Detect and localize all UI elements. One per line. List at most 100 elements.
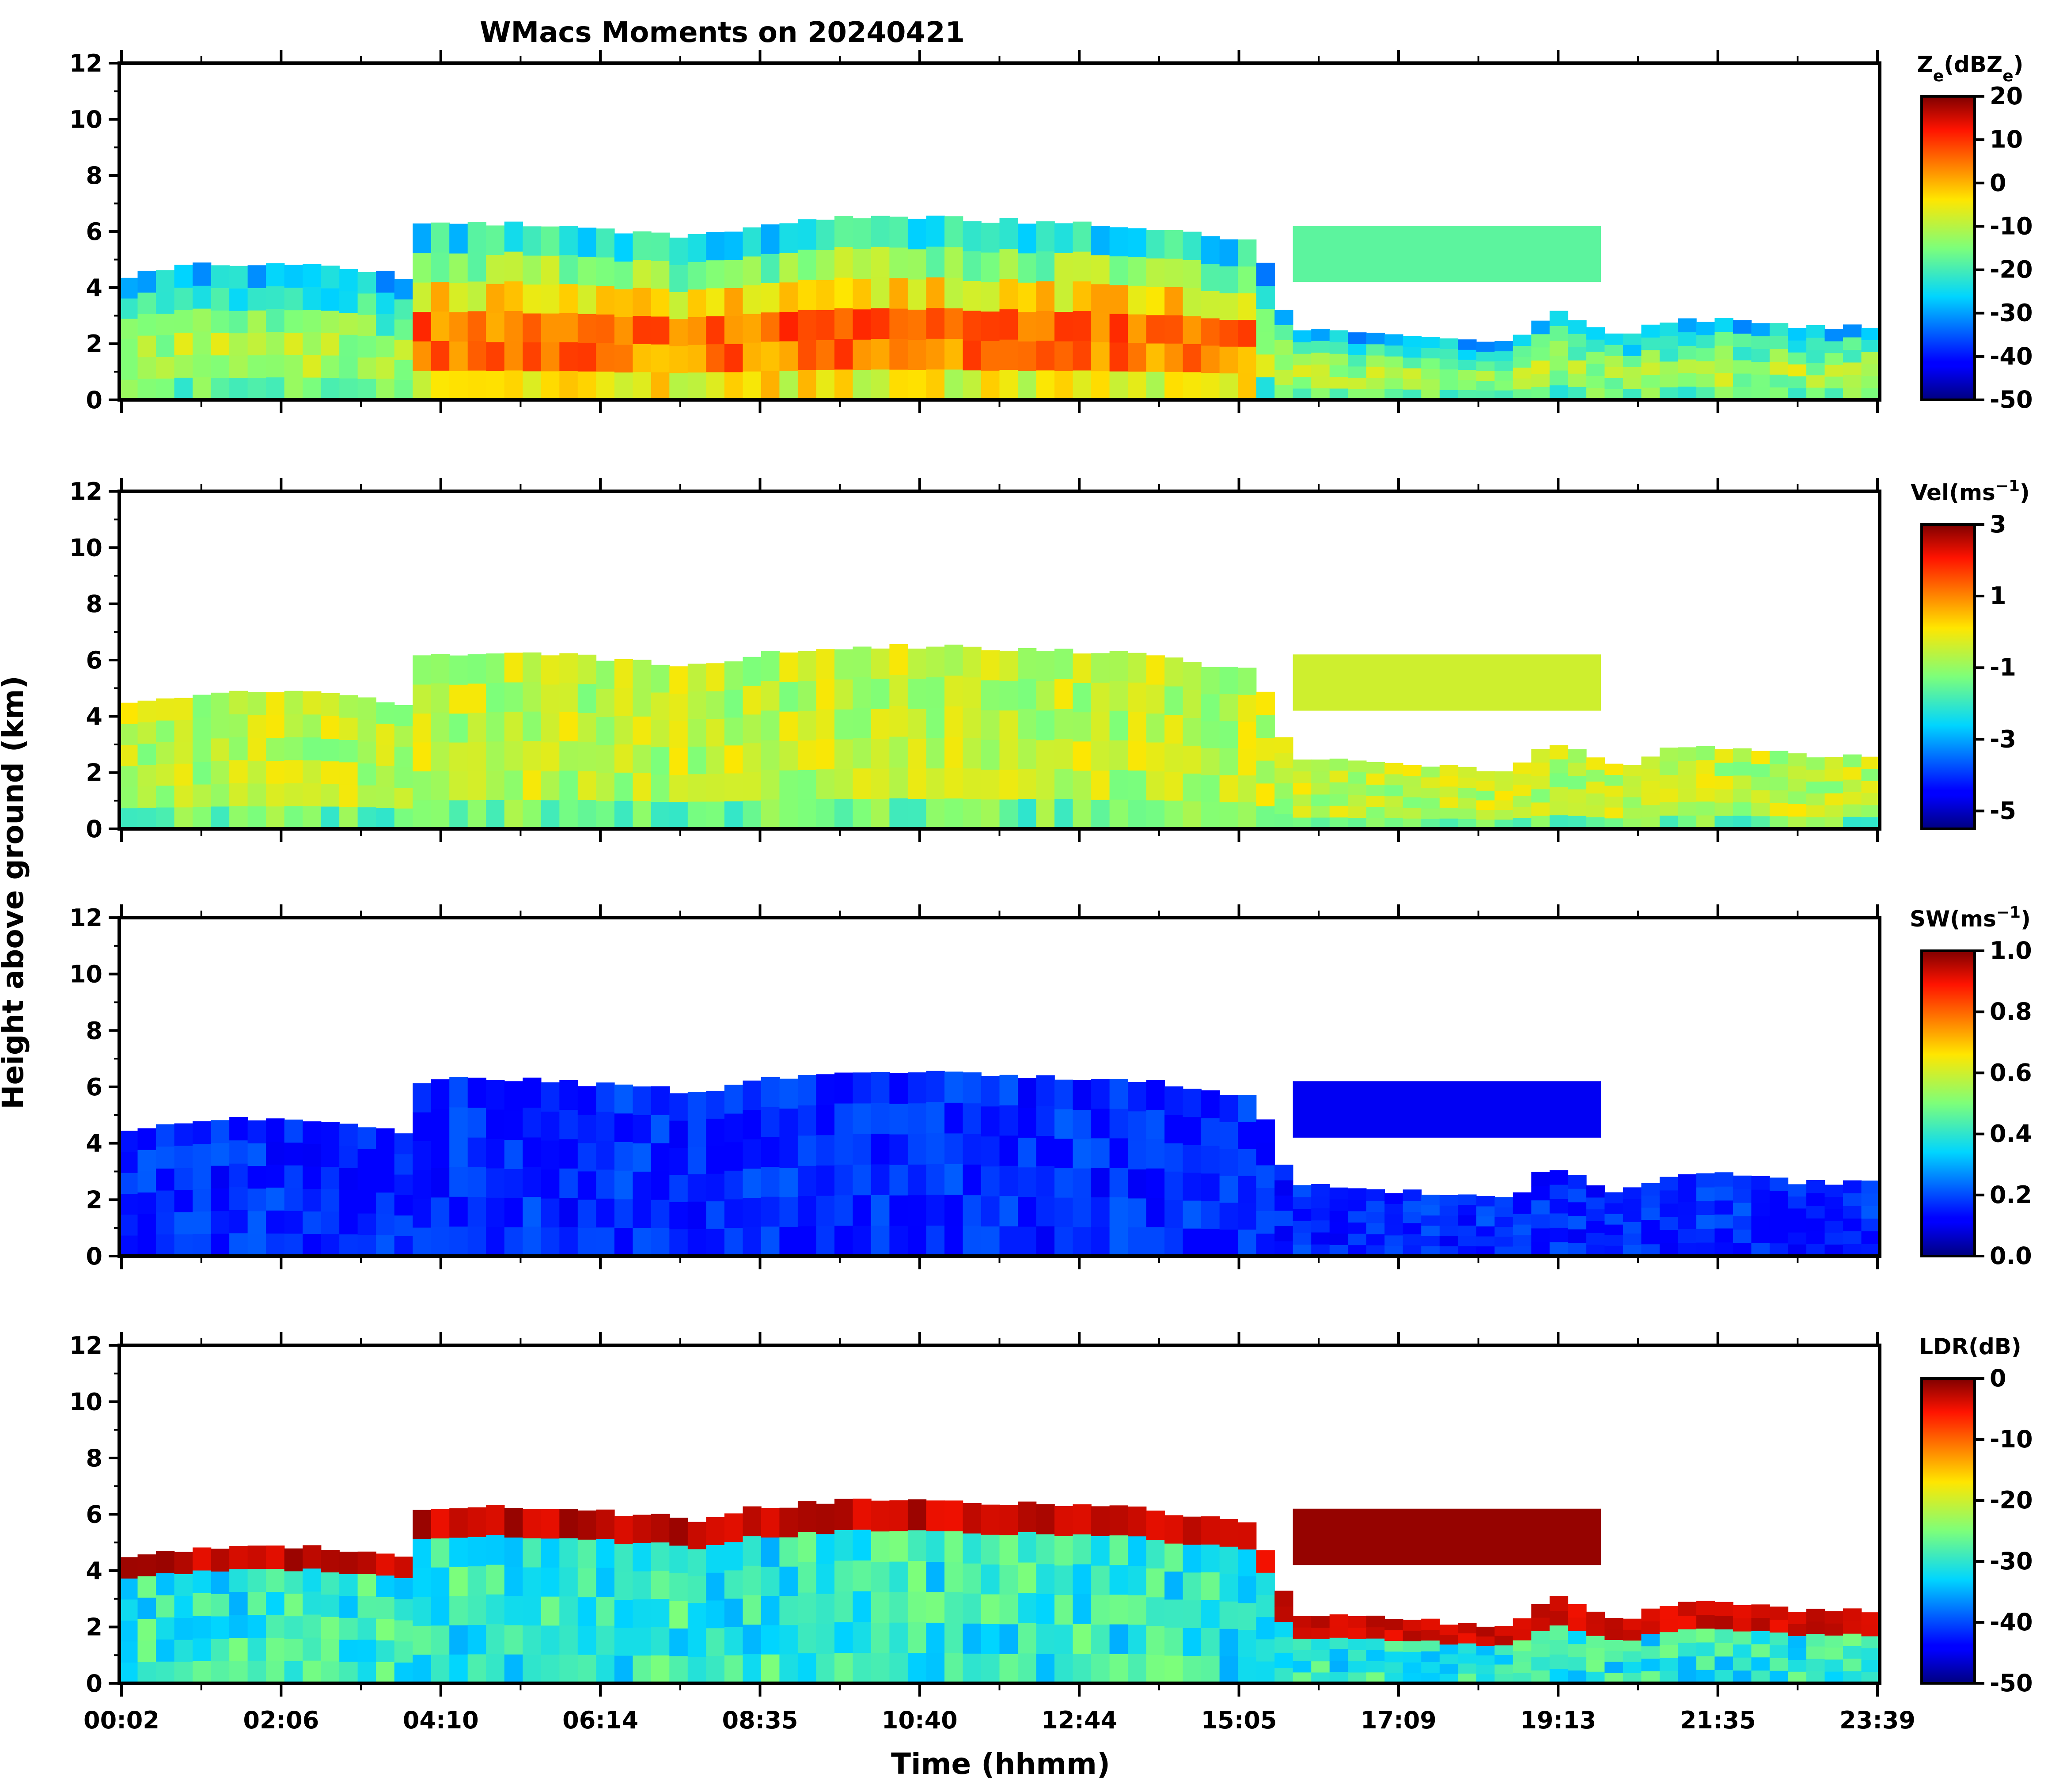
data-cell xyxy=(1091,254,1110,285)
data-cell xyxy=(1788,1612,1807,1624)
data-cell xyxy=(761,680,780,711)
data-cell xyxy=(1586,327,1605,340)
data-cell xyxy=(156,270,175,292)
data-cell xyxy=(1476,790,1495,801)
data-cell xyxy=(1403,1200,1422,1212)
data-cell xyxy=(156,1190,175,1213)
data-cell xyxy=(1769,816,1789,829)
data-cell xyxy=(1219,748,1238,775)
data-cell xyxy=(944,369,963,400)
data-cell xyxy=(1439,1226,1459,1236)
data-cell xyxy=(779,1138,798,1168)
data-cell xyxy=(284,1188,303,1211)
data-cell xyxy=(1586,793,1605,805)
data-cell xyxy=(1073,1534,1092,1564)
data-cell xyxy=(413,655,432,685)
data-cell xyxy=(797,1135,817,1166)
data-cell xyxy=(1238,373,1257,400)
data-cell xyxy=(1091,799,1110,829)
data-cell xyxy=(1311,1232,1330,1245)
data-cell xyxy=(797,710,817,740)
data-cell xyxy=(1714,1200,1733,1215)
data-cell xyxy=(981,739,1000,770)
colorbar-tick-label: 10 xyxy=(1990,125,2023,153)
data-cell xyxy=(1274,1606,1293,1622)
data-cell xyxy=(211,288,230,311)
data-cell xyxy=(1164,258,1183,287)
data-cell xyxy=(119,1662,138,1684)
data-cell xyxy=(743,714,762,744)
data-cell xyxy=(1494,390,1513,400)
data-cell xyxy=(284,782,303,806)
data-cell xyxy=(779,282,798,312)
data-cell xyxy=(853,1621,872,1653)
data-cell xyxy=(724,259,743,288)
data-cell xyxy=(889,798,908,829)
data-cell xyxy=(137,1576,156,1598)
data-cell xyxy=(523,371,542,400)
data-cell xyxy=(687,801,707,829)
data-cell xyxy=(523,1625,542,1655)
data-cell xyxy=(724,288,743,316)
data-cell xyxy=(431,311,450,341)
data-cell xyxy=(577,1654,597,1684)
data-cell xyxy=(743,657,762,686)
data-cell xyxy=(1439,1673,1459,1684)
data-cell xyxy=(1549,1640,1569,1655)
data-cell xyxy=(174,355,193,378)
data-cell xyxy=(119,338,138,360)
data-cell xyxy=(321,1661,340,1684)
data-cell xyxy=(1531,789,1550,803)
data-cell xyxy=(284,691,303,714)
data-cell xyxy=(1623,797,1642,808)
data-cell xyxy=(797,369,817,400)
data-cell xyxy=(1256,308,1275,332)
data-cell xyxy=(1476,361,1495,372)
data-cell xyxy=(577,342,597,372)
data-cell xyxy=(706,1517,725,1545)
data-cell xyxy=(1238,1522,1257,1550)
data-cell xyxy=(413,1596,432,1626)
data-cell xyxy=(981,370,1000,400)
data-cell xyxy=(614,1227,633,1257)
data-cell xyxy=(247,737,266,761)
data-cell xyxy=(1201,801,1220,829)
data-cell xyxy=(1733,1631,1752,1645)
data-cell xyxy=(1403,786,1422,797)
data-cell xyxy=(1568,1644,1587,1658)
data-cell xyxy=(339,1573,358,1596)
data-cell xyxy=(981,1196,1000,1226)
data-cell xyxy=(1769,1606,1789,1620)
data-cell xyxy=(137,1662,156,1684)
data-cell xyxy=(596,1654,615,1684)
data-cell xyxy=(1238,1095,1257,1122)
data-cell xyxy=(1329,1210,1348,1223)
data-cell xyxy=(523,682,542,712)
data-cell xyxy=(1641,324,1660,338)
data-cell xyxy=(1769,374,1789,387)
data-cell xyxy=(1531,1604,1550,1618)
data-cell xyxy=(1549,787,1569,801)
data-cell xyxy=(669,666,688,694)
data-cell xyxy=(1476,1236,1495,1247)
data-cell xyxy=(596,1538,615,1568)
data-cell xyxy=(156,698,175,721)
data-cell xyxy=(687,1656,707,1684)
data-cell xyxy=(907,1164,927,1196)
data-cell xyxy=(743,1654,762,1684)
colorbar-tick-label: -5 xyxy=(1990,797,2016,824)
data-cell xyxy=(431,1509,450,1539)
data-cell xyxy=(247,310,266,333)
data-cell xyxy=(486,225,505,255)
data-cell xyxy=(1146,1226,1165,1257)
data-cell xyxy=(156,1146,175,1169)
data-cell xyxy=(1531,334,1550,348)
data-cell xyxy=(1091,1138,1110,1168)
data-cell xyxy=(1238,802,1257,829)
data-cell xyxy=(1293,771,1312,783)
data-cell xyxy=(1788,1232,1807,1245)
data-cell xyxy=(1659,748,1679,762)
data-cell xyxy=(944,308,963,339)
data-cell xyxy=(706,1146,725,1174)
data-cell xyxy=(651,1227,670,1257)
